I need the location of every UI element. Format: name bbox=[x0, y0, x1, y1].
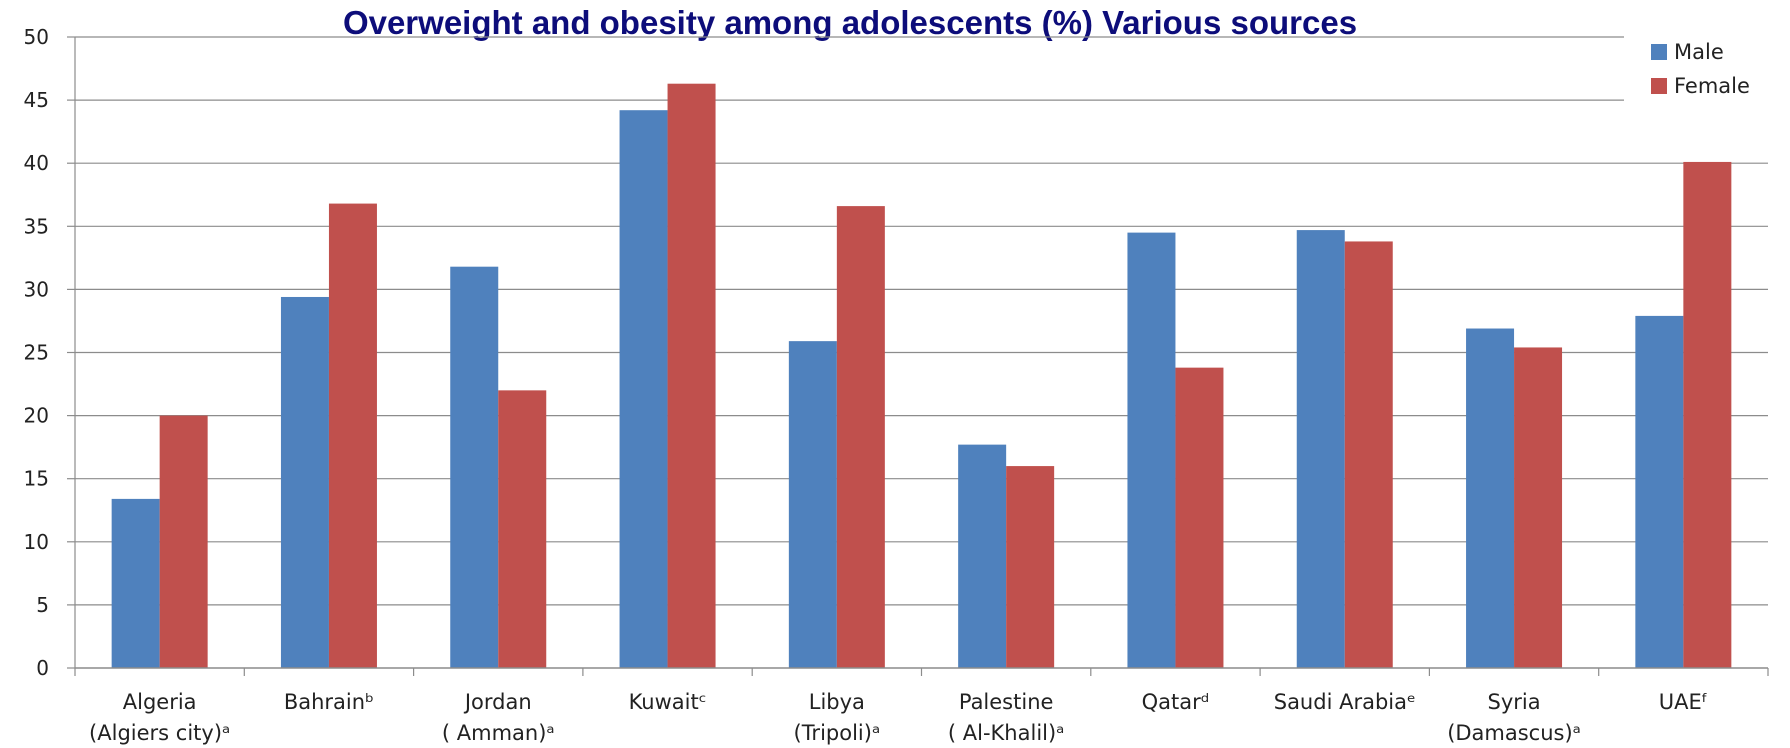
bar-male bbox=[1635, 315, 1684, 668]
y-tick-label: 45 bbox=[24, 88, 49, 112]
x-tick-label: (Algiers city)ᵃ bbox=[89, 721, 230, 745]
bar-female bbox=[667, 83, 716, 669]
bar-female bbox=[1683, 161, 1732, 669]
bar-male bbox=[788, 341, 837, 668]
y-tick-label: 10 bbox=[24, 530, 49, 554]
x-tick-label: Palestine bbox=[959, 690, 1054, 714]
y-axis: 0 5 10 15 20 25 30 35 40 45 50 bbox=[24, 25, 76, 680]
y-tick-label: 15 bbox=[24, 467, 49, 491]
y-tick-label: 50 bbox=[24, 25, 49, 49]
bar-male bbox=[450, 266, 499, 668]
x-tick-label: (Damascus)ᵃ bbox=[1447, 721, 1581, 745]
x-tick-label: Algeria bbox=[123, 690, 197, 714]
x-tick-label: ( Al-Khalil)ᵃ bbox=[948, 721, 1065, 745]
legend-swatch-male bbox=[1651, 44, 1667, 60]
bar-female bbox=[1344, 241, 1393, 668]
bar-female bbox=[498, 390, 547, 668]
y-tick-label: 35 bbox=[24, 214, 49, 238]
bar-female bbox=[836, 206, 885, 668]
legend: Male Female bbox=[1624, 20, 1788, 108]
legend-swatch-female bbox=[1651, 78, 1667, 94]
x-tick-label: Kuwaitᶜ bbox=[629, 690, 707, 714]
bar-female bbox=[1006, 466, 1055, 668]
x-tick-label: Jordan bbox=[463, 690, 532, 714]
bar-male bbox=[1127, 232, 1176, 669]
x-tick-label: Saudi Arabiaᵉ bbox=[1274, 690, 1416, 714]
bars bbox=[111, 83, 1732, 669]
y-tick-label: 5 bbox=[36, 593, 49, 617]
y-tick-label: 30 bbox=[24, 277, 49, 301]
chart-title: Overweight and obesity among adolescents… bbox=[343, 4, 1357, 41]
y-tick-label: 40 bbox=[24, 151, 49, 175]
bar-male bbox=[111, 498, 160, 668]
legend-label-female: Female bbox=[1674, 74, 1750, 98]
bar-female bbox=[1514, 347, 1563, 668]
x-tick-label: Libya bbox=[809, 690, 865, 714]
x-tick-label: ( Amman)ᵃ bbox=[442, 721, 555, 745]
x-axis: Algeria (Algiers city)ᵃ Bahrainᵇ Jordan ( Am… bbox=[74, 667, 1769, 745]
bar-male bbox=[280, 296, 329, 668]
bar-male bbox=[619, 110, 668, 669]
x-tick-label: UAEᶠ bbox=[1659, 690, 1708, 714]
legend-label-male: Male bbox=[1674, 40, 1724, 64]
bar-female bbox=[328, 203, 377, 669]
bar-male bbox=[1466, 328, 1515, 668]
y-tick-label: 25 bbox=[24, 341, 49, 365]
y-tick-label: 0 bbox=[36, 656, 49, 680]
y-tick-label: 20 bbox=[24, 404, 49, 428]
x-tick-label: Bahrainᵇ bbox=[284, 690, 374, 714]
x-tick-label: Syria bbox=[1487, 690, 1540, 714]
x-tick-label: (Tripoli)ᵃ bbox=[794, 721, 881, 745]
x-tick-label: Qatarᵈ bbox=[1142, 690, 1210, 714]
bar-male bbox=[958, 444, 1007, 668]
bar-male bbox=[1296, 230, 1345, 668]
bar-female bbox=[159, 415, 208, 668]
bar-female bbox=[1175, 367, 1224, 668]
